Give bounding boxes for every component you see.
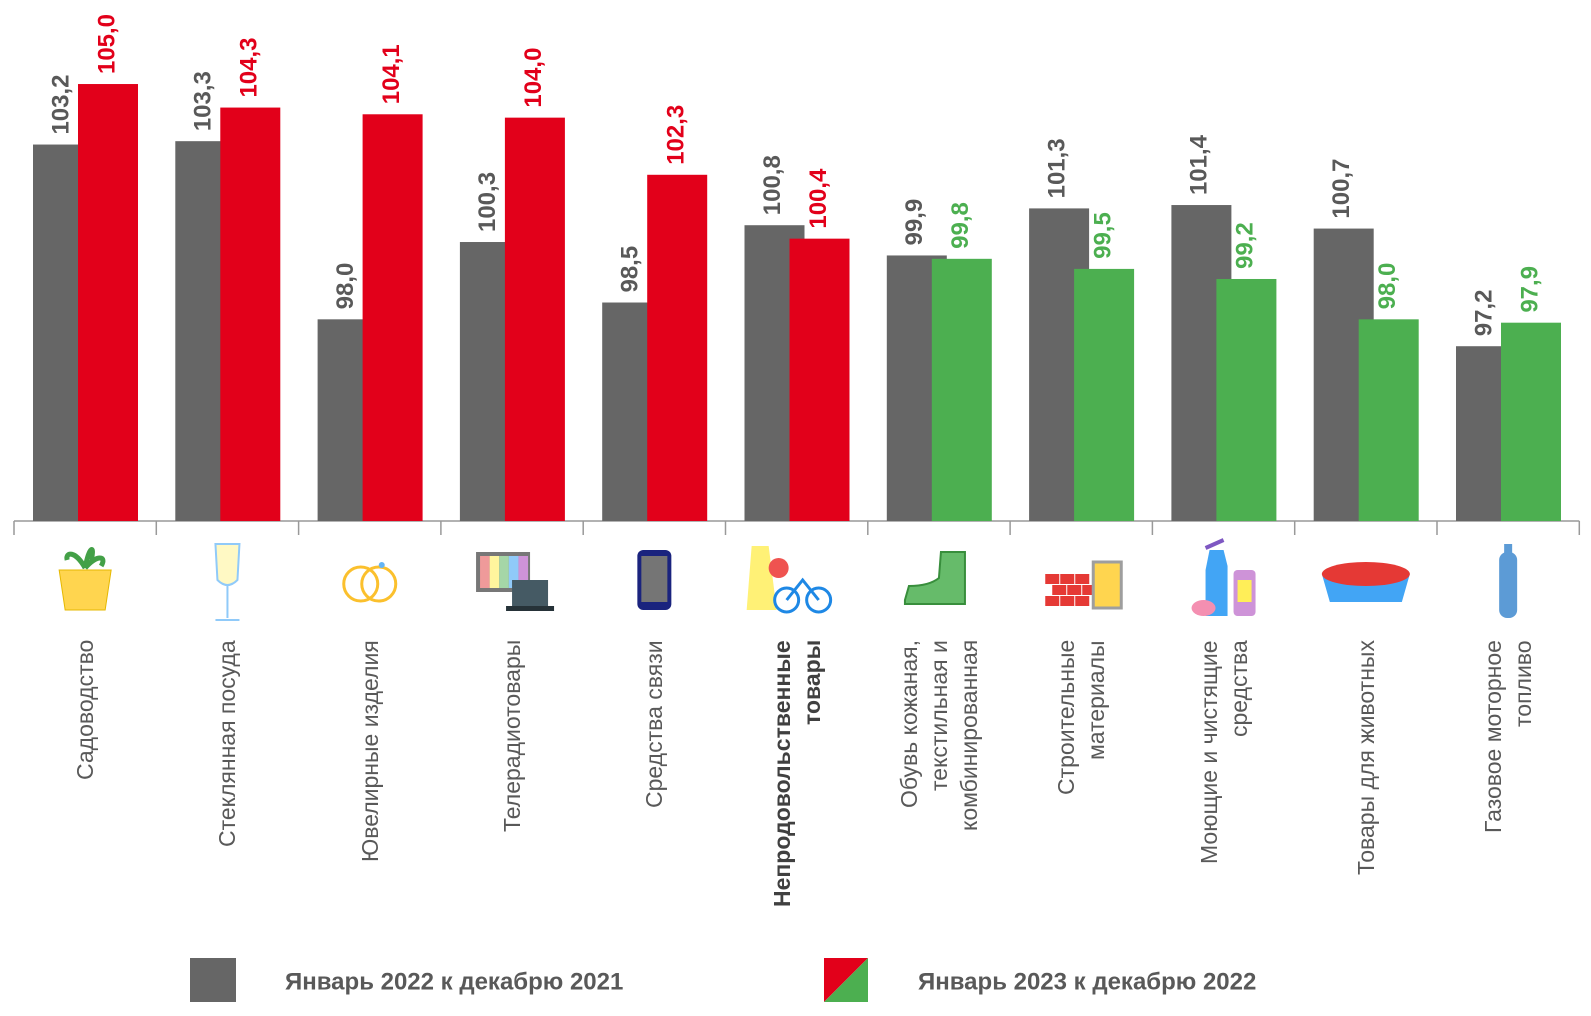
category-icon [637,550,671,610]
page: 103,2 105,0 103,3 104,3 98,0 104,1 100,3 104,0 9… [0,0,1591,1016]
category-icon [1192,540,1256,616]
category-label: Строительные материалы [1051,640,1111,960]
icon-shape [1045,574,1059,584]
bar [1074,269,1134,521]
value-label: 98,0 [332,263,359,310]
value-label: 103,2 [47,74,74,134]
category-label: Обувь кожаная, текстильная и комбинирова… [894,640,984,960]
legend-label: Январь 2023 к декабрю 2022 [918,968,1256,995]
category-icon [344,562,396,601]
bar [647,175,707,521]
icon-shape [1060,574,1074,584]
value-label: 97,9 [1516,266,1543,313]
value-label: 101,4 [1186,134,1213,195]
category-label: Стеклянная посуда [212,640,242,960]
value-label: 105,0 [93,14,120,74]
category-label: Газовое моторное топливо [1478,640,1538,960]
icon-shape [747,546,777,610]
icon-shape [490,556,500,588]
icon-shape [641,556,667,602]
icon-shape [769,558,789,578]
value-label: 99,8 [947,202,974,249]
icon-shape [905,552,965,604]
bar [1501,323,1561,521]
value-label: 98,0 [1374,263,1401,310]
legend-label: Январь 2022 к декабрю 2021 [285,968,623,995]
value-label: 101,3 [1043,138,1070,198]
category-icon [59,550,111,610]
category-icon [905,552,965,604]
icon-shape [1206,540,1224,548]
value-label: 97,2 [1470,289,1497,336]
icon-shape [1192,600,1216,616]
icon-shape [499,556,509,588]
bar [363,114,423,521]
value-label: 102,3 [663,105,690,165]
category-icon [476,552,554,611]
icon-shape [1052,585,1066,595]
category-icon [215,544,239,620]
bar [790,239,850,521]
icon-shape [1045,596,1059,606]
value-label: 99,5 [1089,212,1116,259]
category-icon [1499,544,1517,618]
icon-shape [480,556,490,588]
icon-shape [1504,544,1512,554]
icon-shape [67,550,103,568]
category-icon [747,546,831,612]
value-label: 104,1 [378,44,405,104]
value-label: 99,2 [1232,222,1259,269]
value-label: 99,9 [901,199,928,246]
category-label: Ювелирные изделия [355,640,385,960]
icon-shape [1075,596,1089,606]
legend-swatch [190,958,236,1002]
bar [932,259,992,521]
icon-shape [1499,552,1517,618]
value-label: 100,3 [474,172,501,232]
icon-shape [59,570,111,610]
icon-shape [506,606,554,611]
icon-shape [1060,596,1074,606]
icon-shape [1075,574,1089,584]
category-label: Непродовольственные товары [767,640,827,960]
category-label: Садоводство [70,640,100,960]
icon-shape [512,580,548,606]
value-label: 98,5 [617,246,644,293]
icon-shape [1093,562,1121,608]
icon-shape [1238,580,1252,602]
icon-shape [1322,562,1410,586]
category-label: Товары для животных [1351,640,1381,960]
category-label: Телерадиотовары [497,640,527,960]
bar [220,108,280,521]
value-label: 104,3 [236,37,263,97]
category-label: Моющие и чистящие средства [1194,640,1254,960]
category-icon [1322,562,1410,602]
value-label: 104,0 [520,48,547,108]
category-label: Средства связи [639,640,669,960]
value-label: 103,3 [190,71,217,131]
bar [1359,319,1419,521]
category-icon [1045,562,1121,608]
icon-shape [1067,585,1081,595]
bar [505,118,565,521]
bar [78,84,138,521]
icon-shape [215,544,239,620]
icon-shape [379,562,385,568]
value-label: 100,8 [759,155,786,215]
value-label: 100,7 [1328,159,1355,219]
bar [1216,279,1276,521]
value-label: 100,4 [805,168,832,229]
